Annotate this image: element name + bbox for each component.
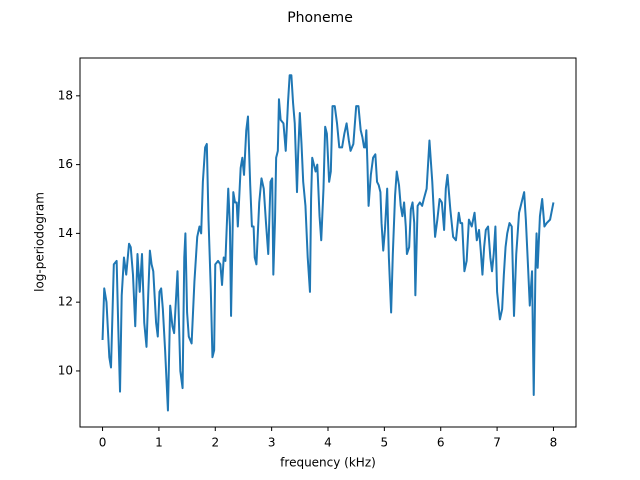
x-tick-label: 2 [211, 436, 219, 450]
y-axis-label: log-periodogram [33, 192, 47, 292]
y-tick-label: 16 [58, 157, 73, 171]
data-line [101, 74, 555, 412]
plot-frame [79, 57, 577, 428]
x-tick-label: 6 [437, 436, 445, 450]
chart-title: Phoneme [287, 10, 353, 26]
x-tick-label: 0 [99, 436, 107, 450]
y-tick-label: 12 [58, 295, 73, 309]
x-axis-label: frequency (kHz) [280, 456, 376, 470]
y-tick-label: 10 [58, 363, 73, 377]
x-tick-label: 1 [155, 436, 163, 450]
x-tick-label: 4 [324, 436, 332, 450]
y-tick-label: 14 [58, 226, 73, 240]
x-tick-label: 3 [268, 436, 276, 450]
x-tick-label: 8 [550, 436, 558, 450]
x-tick-label: 7 [493, 436, 501, 450]
y-tick-label: 18 [58, 88, 73, 102]
x-tick-label: 5 [381, 436, 389, 450]
